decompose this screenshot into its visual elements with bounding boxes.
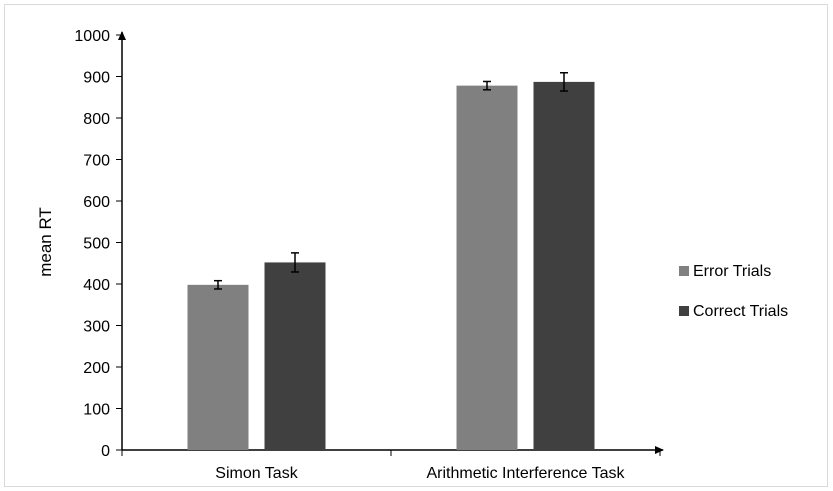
x-category-label: Simon Task xyxy=(215,465,298,482)
y-tick-label: 900 xyxy=(83,70,110,87)
y-tick-label: 400 xyxy=(83,277,110,294)
y-tick-label: 600 xyxy=(83,194,110,211)
bar xyxy=(533,81,595,451)
legend-swatch xyxy=(679,306,689,316)
y-tick-label: 100 xyxy=(83,402,110,419)
bar xyxy=(456,85,518,450)
y-axis-ticks: 0 100 200 300 400 500 600 700 800 900 1000 xyxy=(74,28,122,460)
y-tick-label: 200 xyxy=(83,360,110,377)
y-tick-label: 700 xyxy=(83,153,110,170)
x-category-label: Arithmetic Interference Task xyxy=(426,465,625,482)
y-tick-label: 800 xyxy=(83,111,110,128)
y-tick-label: 500 xyxy=(83,236,110,253)
legend-swatch xyxy=(679,266,689,276)
chart-frame xyxy=(4,4,828,487)
y-tick-label: 0 xyxy=(101,443,110,460)
chart-bars xyxy=(187,81,595,451)
y-tick-label: 1000 xyxy=(74,28,110,45)
legend-label: Error Trials xyxy=(693,263,771,280)
y-tick-label: 300 xyxy=(83,319,110,336)
chart-legend: Error Trials Correct Trials xyxy=(679,263,788,320)
chart-error-bars xyxy=(214,72,568,290)
bar xyxy=(264,262,326,450)
legend-label: Correct Trials xyxy=(693,303,788,320)
x-axis-labels: Simon Task Arithmetic Interference Task xyxy=(215,465,625,482)
bar xyxy=(187,284,249,450)
y-axis-label: mean RT xyxy=(36,207,55,277)
